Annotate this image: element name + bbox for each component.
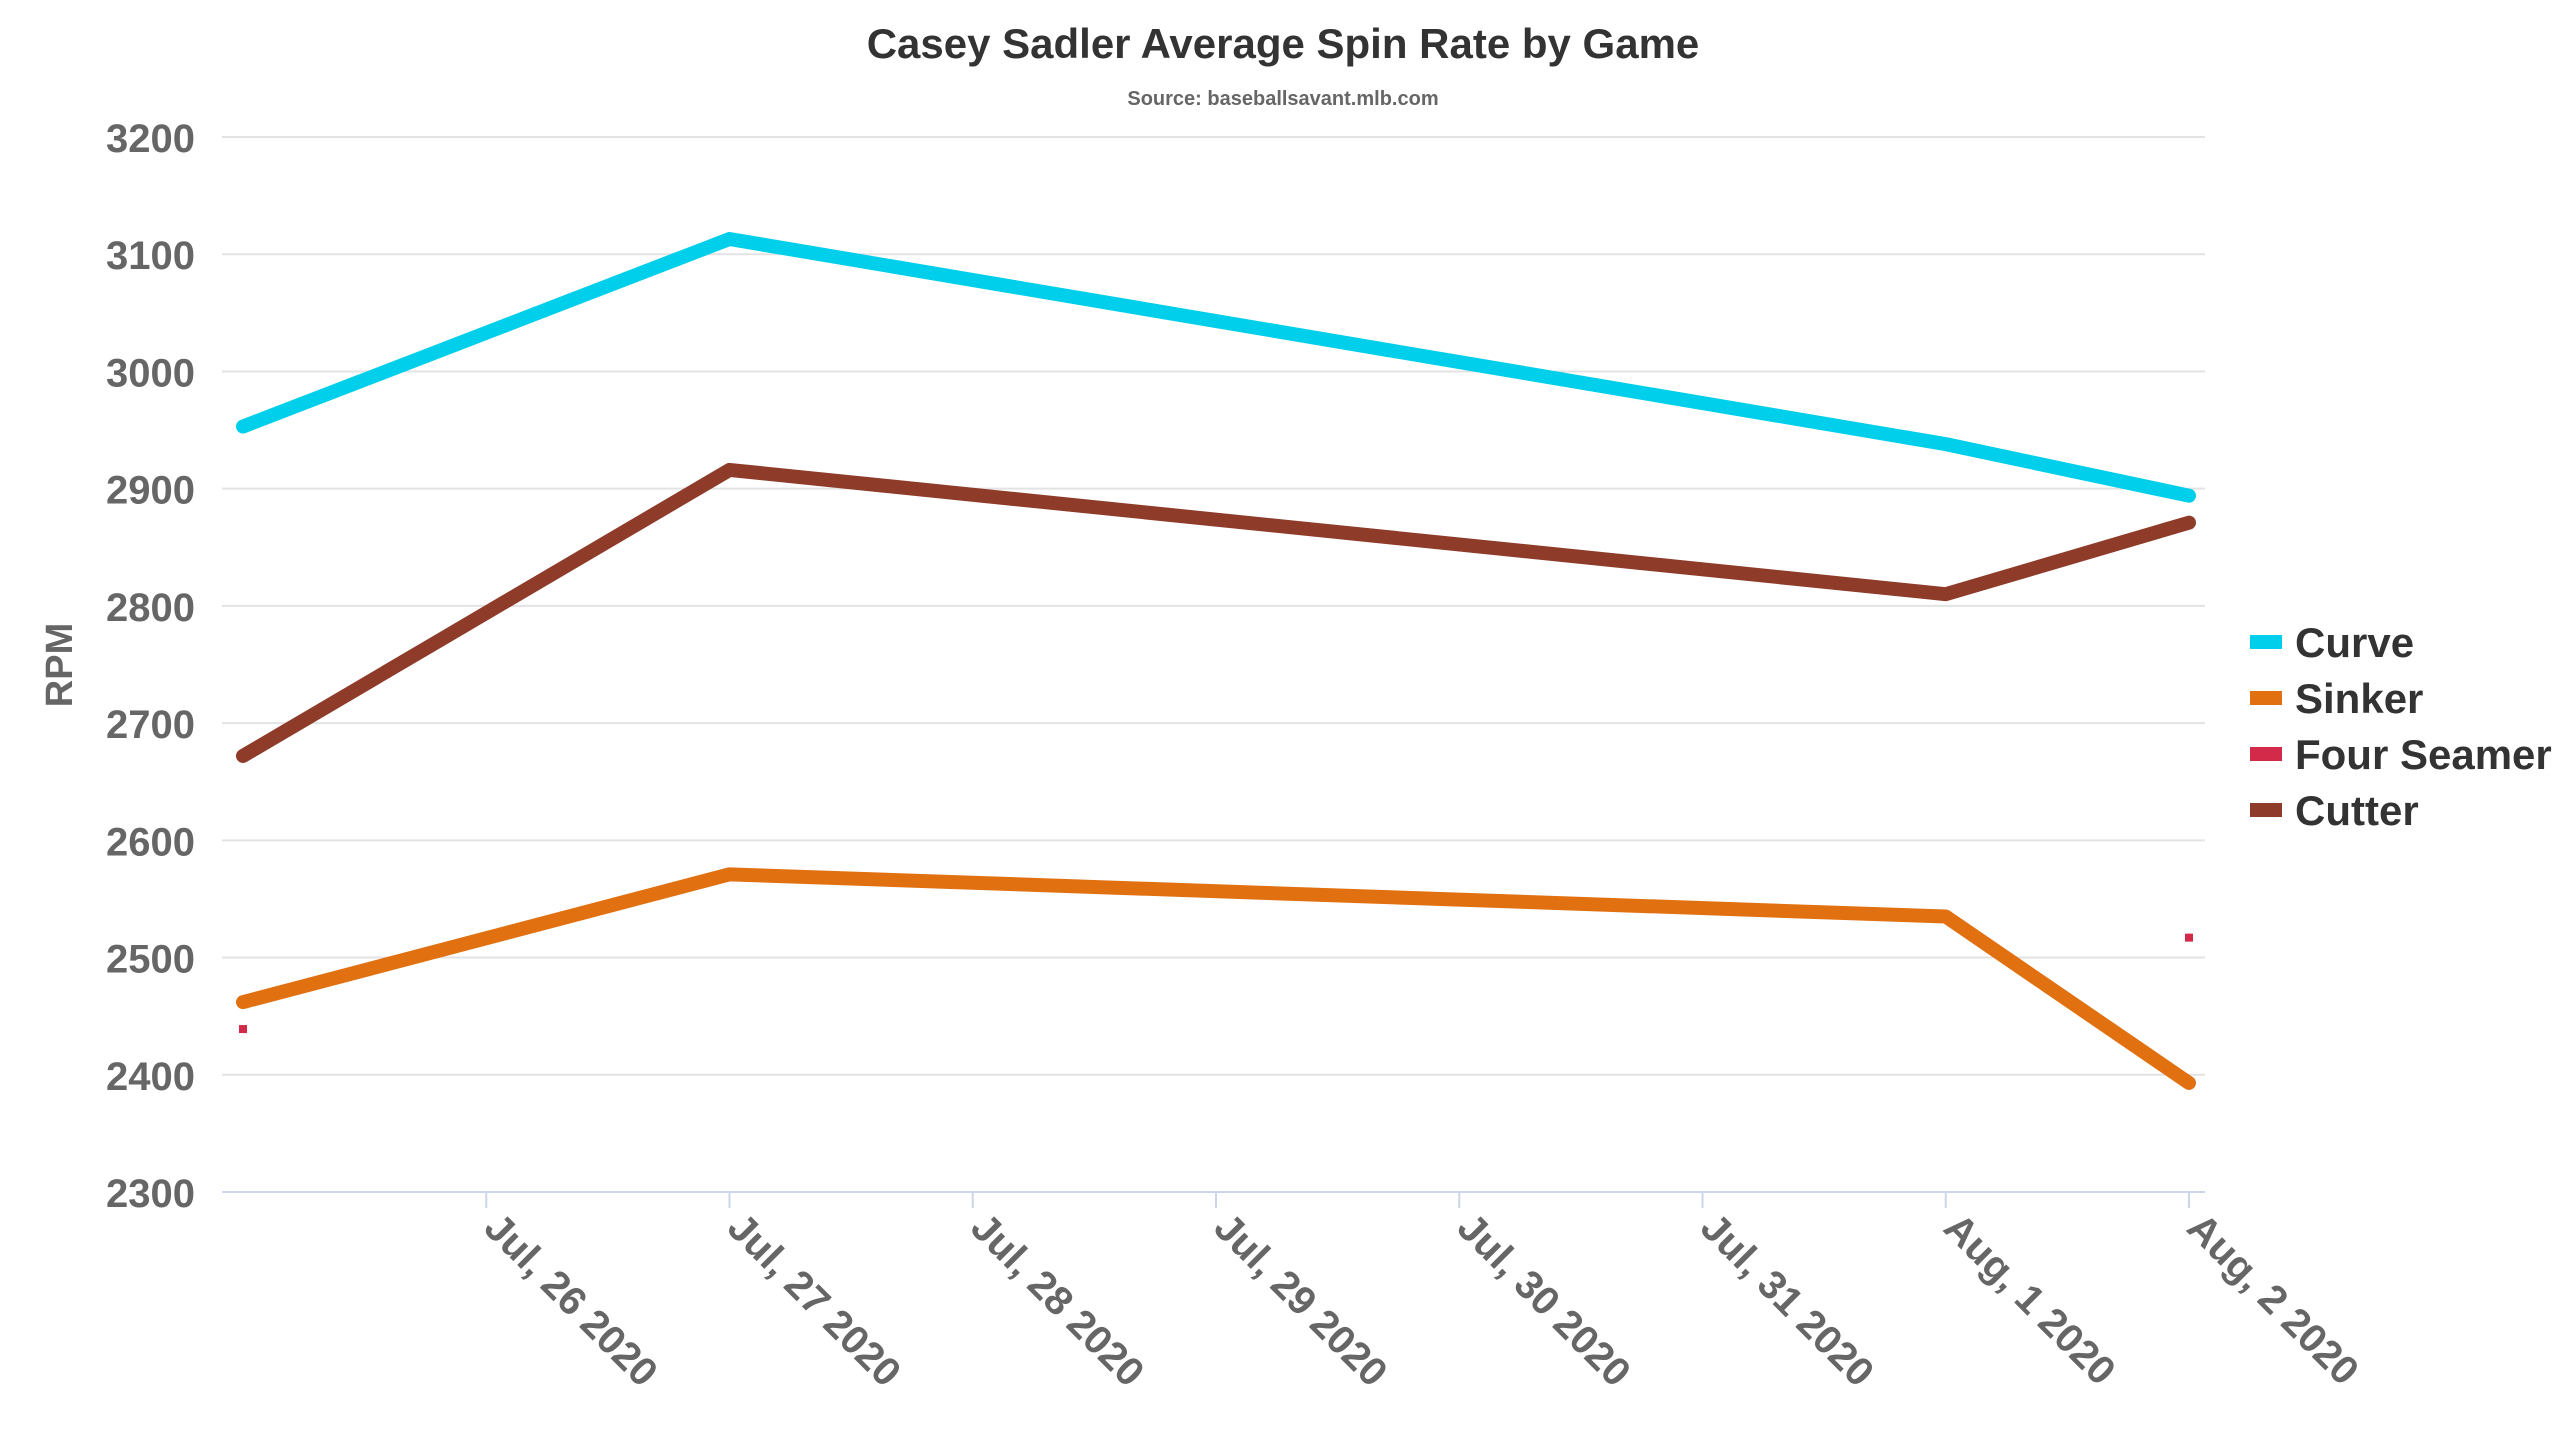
x-tick-label: Jul, 29 2020: [1206, 1205, 1396, 1395]
legend-swatch-cutter: [2250, 803, 2282, 817]
x-tick-label: Jul, 30 2020: [1449, 1205, 1639, 1395]
x-tick-label: Jul, 26 2020: [476, 1205, 666, 1395]
legend: Curve Sinker Four Seamer Cutter: [2250, 619, 2552, 834]
series-four-seamer-point: [239, 1025, 247, 1034]
x-axis: [222, 1191, 2205, 1208]
x-tick-label: Jul, 27 2020: [719, 1205, 909, 1395]
legend-swatch-curve: [2250, 635, 2282, 649]
legend-label-cutter: Cutter: [2295, 787, 2419, 834]
legend-label-four-seamer: Four Seamer: [2295, 731, 2552, 778]
y-tick-label: 3100: [106, 234, 195, 278]
series-sinker-line: [236, 867, 2196, 1090]
x-tick-label: Jul, 28 2020: [962, 1205, 1152, 1395]
x-axis-tick-labels: Jul, 26 2020 Jul, 27 2020 Jul, 28 2020 Jul,…: [476, 1205, 2367, 1395]
y-tick-label: 2300: [106, 1172, 195, 1216]
y-tick-label: 2400: [106, 1055, 195, 1099]
legend-label-sinker: Sinker: [2295, 675, 2423, 722]
y-axis-tick-labels: 2300 2400 2500 2600 2700 2800 2900 3000 3100 3200: [106, 117, 195, 1216]
x-tick-label: Jul, 31 2020: [1692, 1205, 1882, 1395]
y-axis-label: RPM: [39, 623, 81, 707]
grid-lines: [222, 136, 2205, 1076]
legend-swatch-four-seamer: [2250, 747, 2282, 761]
x-tick-label: Aug, 1 2020: [1935, 1205, 2123, 1393]
series-layer: [236, 231, 2196, 1090]
legend-swatch-sinker: [2250, 691, 2282, 705]
y-tick-label: 3200: [106, 117, 195, 161]
chart-subtitle: Source: baseballsavant.mlb.com: [1127, 88, 1438, 110]
legend-label-curve: Curve: [2295, 619, 2414, 666]
series-cutter-line: [236, 462, 2196, 763]
series-four-seamer-point: [2185, 933, 2193, 942]
x-tick-label: Aug, 2 2020: [2179, 1205, 2367, 1393]
y-tick-label: 2500: [106, 938, 195, 982]
y-tick-label: 2800: [106, 586, 195, 630]
chart-title: Casey Sadler Average Spin Rate by Game: [867, 20, 1700, 67]
y-tick-label: 3000: [106, 351, 195, 395]
series-curve-line: [236, 231, 2196, 503]
y-tick-label: 2600: [106, 820, 195, 864]
y-tick-label: 2700: [106, 703, 195, 747]
y-tick-label: 2900: [106, 469, 195, 513]
